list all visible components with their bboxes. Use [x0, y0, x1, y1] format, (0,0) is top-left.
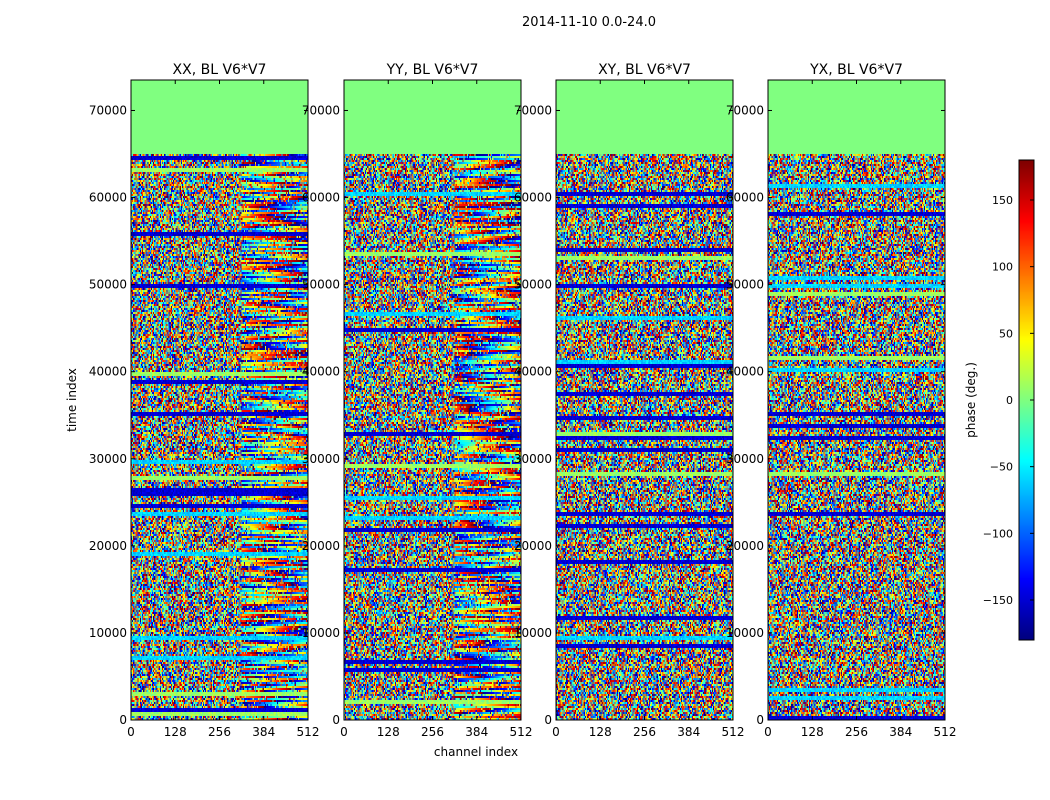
panel-title: XY, BL V6*V7 — [598, 62, 691, 78]
y-tick-label: 70000 — [89, 103, 127, 117]
y-tick-label: 40000 — [302, 365, 340, 379]
panels-group: XX, BL V6*V7 0 128 256 384 512 0 10000 20000 3000… — [89, 62, 957, 739]
colorbar-tick-label: 0 — [1006, 394, 1013, 407]
y-tick-label: 0 — [332, 713, 340, 727]
y-tick-label: 30000 — [726, 452, 764, 466]
colorbar-tick-label: −150 — [983, 594, 1013, 607]
y-tick-label: 20000 — [302, 539, 340, 553]
x-tick-label: 384 — [252, 725, 275, 739]
y-tick-label: 40000 — [726, 365, 764, 379]
y-axis-label: time index — [65, 368, 79, 432]
y-tick-label: 30000 — [514, 452, 552, 466]
x-tick-label: 128 — [164, 725, 187, 739]
heatmap-yy — [344, 80, 521, 720]
x-axis-label: channel index — [434, 745, 518, 759]
y-tick-label: 50000 — [514, 278, 552, 292]
y-tick-label: 70000 — [726, 103, 764, 117]
colorbar: −150 −100 −50 0 50 100 150 — [983, 159, 1035, 641]
y-tick-label: 40000 — [514, 365, 552, 379]
colorbar-tick-label: −50 — [990, 461, 1013, 474]
y-tick-label: 10000 — [726, 626, 764, 640]
y-tick-label: 40000 — [89, 365, 127, 379]
x-tick-label: 0 — [764, 725, 772, 739]
x-tick-label: 256 — [633, 725, 656, 739]
x-tick-label: 128 — [377, 725, 400, 739]
x-tick-label: 128 — [589, 725, 612, 739]
x-tick-label: 0 — [340, 725, 348, 739]
y-tick-label: 70000 — [302, 103, 340, 117]
y-tick-label: 70000 — [514, 103, 552, 117]
y-tick-label: 10000 — [302, 626, 340, 640]
panel-title: XX, BL V6*V7 — [173, 62, 267, 78]
colorbar-tick-label: −100 — [983, 527, 1013, 540]
y-tick-label: 30000 — [302, 452, 340, 466]
x-tick-label: 512 — [510, 725, 533, 739]
y-tick-label: 60000 — [89, 191, 127, 205]
panel-title: YX, BL V6*V7 — [809, 62, 903, 78]
heatmap-yx — [768, 80, 945, 720]
x-tick-label: 0 — [552, 725, 560, 739]
y-tick-label: 20000 — [726, 539, 764, 553]
figure-suptitle: 2014-11-10 0.0-24.0 — [522, 15, 656, 30]
y-tick-label: 0 — [119, 713, 127, 727]
y-tick-label: 50000 — [302, 278, 340, 292]
x-tick-label: 128 — [801, 725, 824, 739]
y-tick-label: 20000 — [514, 539, 552, 553]
x-tick-label: 384 — [889, 725, 912, 739]
x-tick-label: 384 — [465, 725, 488, 739]
y-tick-label: 30000 — [89, 452, 127, 466]
x-tick-label: 0 — [127, 725, 135, 739]
colorbar-tick-label: 50 — [999, 327, 1013, 340]
y-tick-label: 0 — [544, 713, 552, 727]
x-tick-label: 512 — [297, 725, 320, 739]
colorbar-tick-label: 150 — [992, 194, 1013, 207]
x-tick-label: 384 — [677, 725, 700, 739]
panel-xy: XY, BL V6*V7 0 128 256 384 512 0 10000 20000 3000… — [514, 62, 745, 739]
panel-yy: YY, BL V6*V7 0 128 256 384 512 0 10000 20000 3000… — [302, 62, 533, 739]
x-tick-label: 512 — [722, 725, 745, 739]
colorbar-gradient — [1019, 160, 1034, 640]
colorbar-tick-label: 100 — [992, 261, 1013, 274]
x-tick-label: 512 — [934, 725, 957, 739]
y-tick-label: 50000 — [726, 278, 764, 292]
colorbar-label: phase (deg.) — [964, 362, 978, 438]
x-tick-label: 256 — [845, 725, 868, 739]
panel-yx: YX, BL V6*V7 0 128 256 384 512 0 10000 20000 3000… — [726, 62, 957, 739]
y-tick-label: 10000 — [514, 626, 552, 640]
panel-xx: XX, BL V6*V7 0 128 256 384 512 0 10000 20000 3000… — [89, 62, 320, 739]
y-tick-label: 60000 — [302, 191, 340, 205]
y-tick-label: 50000 — [89, 278, 127, 292]
y-tick-label: 10000 — [89, 626, 127, 640]
x-tick-label: 256 — [208, 725, 231, 739]
y-tick-label: 60000 — [726, 191, 764, 205]
y-tick-label: 20000 — [89, 539, 127, 553]
y-tick-label: 60000 — [514, 191, 552, 205]
x-tick-label: 256 — [421, 725, 444, 739]
y-tick-label: 0 — [756, 713, 764, 727]
heatmap-xy — [556, 80, 733, 720]
heatmap-xx — [131, 80, 308, 720]
panel-title: YY, BL V6*V7 — [386, 62, 479, 78]
